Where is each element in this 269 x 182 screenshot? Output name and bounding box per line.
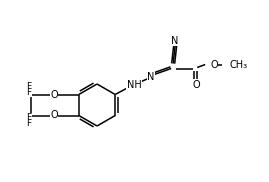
Text: O: O [210, 60, 218, 70]
Text: NH: NH [127, 80, 141, 90]
Text: O: O [50, 110, 58, 120]
Text: O: O [192, 80, 200, 90]
Text: CH₃: CH₃ [229, 60, 247, 70]
Text: F: F [26, 119, 31, 128]
Text: O: O [50, 90, 58, 100]
Text: F: F [26, 113, 31, 122]
Text: N: N [147, 72, 155, 82]
Text: N: N [172, 35, 179, 46]
Text: F: F [26, 88, 31, 97]
Text: F: F [26, 82, 31, 91]
